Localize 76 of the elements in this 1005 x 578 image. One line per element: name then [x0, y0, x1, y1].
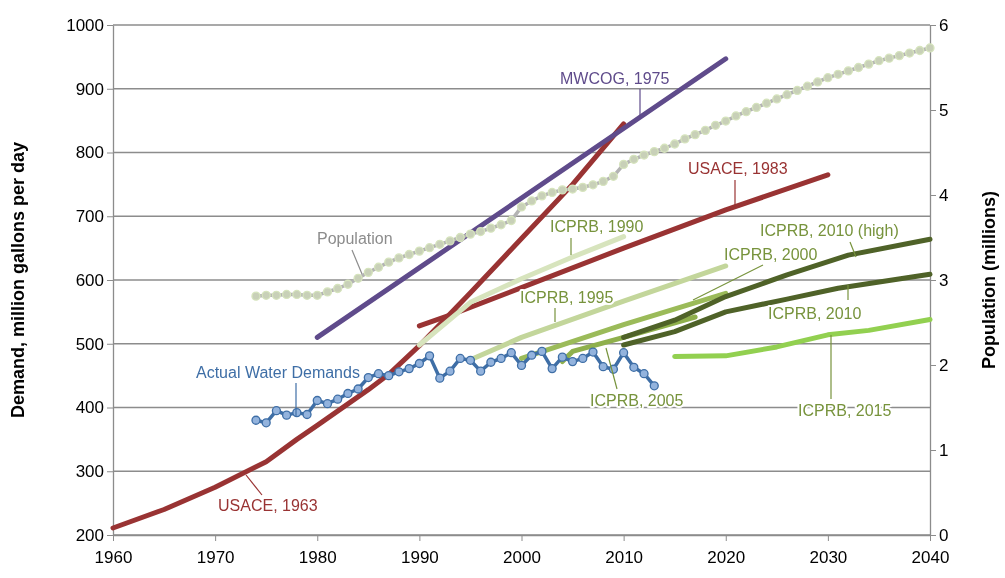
point	[649, 381, 659, 391]
point	[404, 363, 414, 374]
x-tick-label: 1970	[196, 547, 235, 567]
y-tick-label: 1000	[66, 15, 104, 35]
point	[537, 346, 547, 357]
point	[251, 415, 261, 425]
point	[465, 355, 476, 365]
y-tick-label: 500	[75, 334, 104, 354]
series-label: ICPRB, 1995	[520, 289, 614, 306]
y-tick-label: 400	[75, 398, 104, 418]
point	[343, 388, 353, 399]
point	[384, 370, 394, 381]
point	[516, 360, 527, 371]
series-label: USACE, 1983	[688, 160, 788, 177]
point	[547, 363, 557, 374]
point	[486, 357, 496, 367]
point	[373, 369, 384, 379]
point	[578, 353, 588, 364]
x-tick-label: 2000	[503, 547, 541, 567]
x-tick-label: 1960	[94, 547, 133, 567]
point	[424, 351, 435, 361]
y2-tick-label: 4	[939, 185, 949, 205]
point	[322, 399, 333, 409]
point	[527, 350, 537, 360]
y-tick-label: 800	[75, 143, 104, 163]
point	[312, 395, 322, 406]
point	[455, 353, 465, 364]
y-tick-label: 700	[75, 207, 104, 227]
point	[435, 373, 445, 383]
series-label: ICPRB, 1990	[550, 218, 644, 235]
series-label: Population	[317, 230, 393, 247]
x-tick-label: 1980	[298, 547, 337, 567]
x-tick-label: 2010	[605, 547, 644, 567]
series-label: MWCOG, 1975	[560, 70, 670, 87]
series-label: Actual Water Demands	[196, 364, 360, 381]
series-label: ICPRB, 2010 (high)	[760, 222, 899, 239]
point	[629, 362, 639, 372]
text: ICPRB, 2005	[590, 392, 684, 409]
y2-tick-label: 1	[939, 440, 949, 460]
point	[261, 418, 271, 428]
point	[281, 410, 292, 420]
x-tick-label: 2020	[707, 547, 746, 567]
point	[353, 384, 363, 394]
series-label: ICPRB, 2010	[768, 305, 862, 322]
x-tick-label: 1990	[400, 547, 439, 567]
point	[363, 372, 373, 383]
y2-tick-label: 2	[939, 355, 949, 375]
point	[476, 366, 486, 376]
point	[302, 409, 312, 420]
point	[445, 366, 455, 376]
point	[567, 356, 578, 367]
y-tick-label: 200	[75, 525, 104, 545]
y2-tick-label: 0	[939, 525, 949, 545]
point	[639, 369, 649, 379]
y-axis-title: Demand, million gallons per day	[8, 141, 28, 419]
y-tick-label: 600	[75, 270, 104, 290]
y2-tick-label: 6	[939, 15, 949, 35]
point	[333, 394, 343, 404]
point	[618, 348, 629, 358]
x-tick-label: 2030	[809, 547, 848, 567]
point	[414, 358, 425, 369]
y2-tick-label: 5	[939, 100, 949, 120]
point	[394, 367, 404, 377]
point	[271, 406, 282, 416]
point	[496, 353, 506, 364]
point	[588, 347, 598, 357]
y2-tick-label: 3	[939, 270, 949, 290]
point	[557, 352, 567, 362]
y-tick-label: 300	[75, 462, 104, 482]
x-tick-label: 2040	[911, 547, 950, 567]
legend-label: USACE, 1963	[218, 497, 318, 514]
series-label: ICPRB, 2000	[724, 246, 818, 263]
point	[506, 348, 516, 358]
y-tick-label: 900	[75, 79, 104, 99]
y2-axis-title: Population (millions)	[979, 191, 999, 369]
point	[598, 362, 608, 372]
